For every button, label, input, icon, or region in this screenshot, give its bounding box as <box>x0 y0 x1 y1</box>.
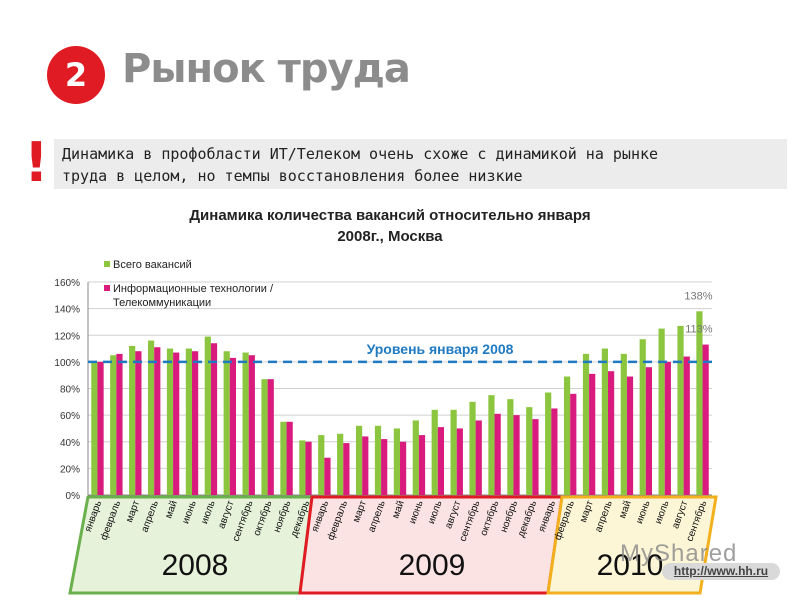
callout-text-line-2: труда в целом, но темпы восстановления б… <box>62 167 523 185</box>
bar-it-22 <box>513 415 520 495</box>
callout-box: Динамика в профобласти ИТ/Телеком очень … <box>54 139 787 189</box>
page-title: Рынок труда <box>122 46 411 92</box>
y-tick-label: 120% <box>54 331 80 342</box>
bar-total-11 <box>299 440 306 495</box>
chart-title-line-2: 2008г., Москва <box>337 228 443 245</box>
bar-total-30 <box>658 328 665 495</box>
bar-it-25 <box>570 393 577 495</box>
bar-total-6 <box>204 336 211 495</box>
bar-it-23 <box>532 419 539 495</box>
bar-total-29 <box>639 339 646 495</box>
bar-it-2 <box>135 351 142 495</box>
bar-it-31 <box>683 356 690 495</box>
bar-total-21 <box>488 395 495 495</box>
y-tick-label: 60% <box>60 411 80 422</box>
bar-total-8 <box>242 352 249 495</box>
chart-title-line-1: Динамика количества вакансий относительн… <box>189 207 591 224</box>
bar-it-30 <box>664 361 671 495</box>
y-tick-label: 140% <box>54 305 80 316</box>
bar-it-5 <box>192 351 199 495</box>
bar-total-26 <box>582 353 590 495</box>
legend-label-it-line-1: Информационные технологии / <box>113 283 274 295</box>
bar-it-29 <box>645 367 653 495</box>
bar-total-14 <box>355 425 363 495</box>
bar-total-3 <box>147 340 155 495</box>
bar-it-9 <box>267 379 274 495</box>
bar-it-28 <box>626 376 634 495</box>
exclamation-icon: ! <box>24 131 49 194</box>
bar-total-1 <box>110 355 117 495</box>
bar-total-20 <box>469 401 476 495</box>
bar-it-17 <box>418 435 426 495</box>
year-group-label-2010: 2010 <box>597 549 664 582</box>
bar-total-19 <box>450 409 457 495</box>
bar-it-10 <box>286 421 293 495</box>
bar-it-24 <box>551 408 558 495</box>
watermark-logo: MyShared <box>620 540 738 567</box>
bar-total-18 <box>431 409 438 495</box>
legend-swatch-total <box>104 261 110 267</box>
y-tick-label: 0% <box>66 491 81 502</box>
bar-it-26 <box>589 373 596 495</box>
y-tick-label: 160% <box>54 278 80 289</box>
bar-total-13 <box>337 433 344 495</box>
bar-it-20 <box>475 420 482 495</box>
bar-it-14 <box>362 436 369 495</box>
bar-total-7 <box>223 351 230 495</box>
bar-it-15 <box>381 439 388 495</box>
bar-total-2 <box>129 345 136 495</box>
y-tick-label: 40% <box>60 438 80 449</box>
bar-it-27 <box>608 371 615 495</box>
reference-line-label: Уровень января 2008 <box>367 341 514 357</box>
bar-it-13 <box>343 443 350 495</box>
bar-total-24 <box>545 392 552 495</box>
callout-text-line-1: Динамика в профобласти ИТ/Телеком очень … <box>62 145 659 163</box>
bar-it-4 <box>173 352 180 495</box>
bar-total-23 <box>526 407 533 495</box>
bar-total-25 <box>563 376 571 495</box>
bar-total-5 <box>185 348 192 495</box>
bar-it-6 <box>210 343 218 495</box>
bar-total-15 <box>374 425 382 495</box>
bar-it-18 <box>437 427 445 495</box>
bar-total-10 <box>280 421 287 495</box>
bar-total-27 <box>601 348 608 495</box>
year-group-label-2009: 2009 <box>399 549 466 582</box>
bar-total-0 <box>91 361 98 495</box>
legend-label-total: Всего вакансий <box>113 259 192 271</box>
bar-total-17 <box>412 420 419 495</box>
bar-it-7 <box>229 357 237 495</box>
bar-it-21 <box>494 413 501 495</box>
chart-title: Динамика количества вакансий относительн… <box>90 205 690 247</box>
bar-total-4 <box>166 348 174 495</box>
legend-swatch-it <box>104 285 110 291</box>
legend-label-it-line-2: Телекоммуникации <box>113 297 211 309</box>
bar-total-28 <box>620 353 627 495</box>
bar-total-22 <box>507 399 514 495</box>
year-group-label-2008: 2008 <box>162 549 229 582</box>
source-link[interactable]: http://www.hh.ru <box>662 563 780 580</box>
bar-total-32 <box>696 311 703 495</box>
y-tick-label: 100% <box>54 358 80 369</box>
bar-total-16 <box>393 428 400 495</box>
bar-it-8 <box>248 355 255 495</box>
bar-it-0 <box>97 361 104 495</box>
y-tick-label: 20% <box>60 464 80 475</box>
bar-it-32 <box>702 344 709 495</box>
end-label-total: 138% <box>684 290 712 302</box>
bar-it-19 <box>456 428 463 495</box>
bar-it-12 <box>324 457 331 495</box>
bar-it-11 <box>305 441 312 495</box>
section-number-badge: 2 <box>47 46 105 104</box>
bar-total-12 <box>318 435 325 495</box>
end-label-it: 113% <box>685 324 713 336</box>
y-tick-label: 80% <box>60 385 80 396</box>
bar-it-3 <box>154 347 161 495</box>
bar-it-16 <box>400 441 407 495</box>
bar-total-31 <box>677 325 684 495</box>
bar-total-9 <box>261 379 268 495</box>
bar-it-1 <box>116 353 123 495</box>
